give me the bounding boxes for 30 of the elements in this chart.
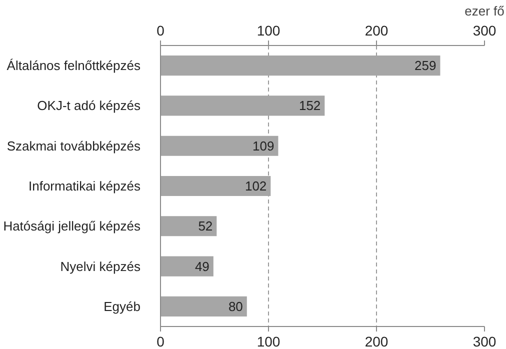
data-label: 80 [228,298,243,314]
data-label: 152 [298,98,321,114]
y-tick-label: Informatikai képzés [28,178,141,194]
data-label: 52 [198,218,213,234]
bar [160,56,440,76]
x-tick-label: 0 [156,22,165,38]
y-tick-label: Általános felnőttképzés [6,58,141,74]
y-tick-label: OKJ-t adó képzés [37,98,141,114]
x-tick-label: 100 [256,22,280,38]
bar [160,96,325,116]
y-tick-label: Szakmai továbbképzés [6,138,141,154]
y-tick-label: Nyelvi képzés [60,258,141,274]
y-tick-label: Hatósági jellegű képzés [3,218,141,234]
x2-tick-label: 300 [472,334,496,349]
x2-axis-title: ezer fő [464,4,504,18]
data-label: 259 [414,58,436,74]
data-label: 102 [244,178,267,194]
x2-tick-label: 100 [256,334,280,349]
x2-tick-label: 200 [364,334,388,349]
bar [160,136,278,156]
x2-tick-label: 0 [156,334,165,349]
data-label: 109 [252,138,274,154]
bar [160,256,214,276]
y-tick-label: Egyéb [104,298,141,314]
bar [160,176,271,196]
x-tick-label: 300 [472,22,496,38]
bar [160,296,247,316]
data-label: 49 [194,258,210,274]
bar [160,216,217,236]
x-tick-label: 200 [364,22,388,38]
